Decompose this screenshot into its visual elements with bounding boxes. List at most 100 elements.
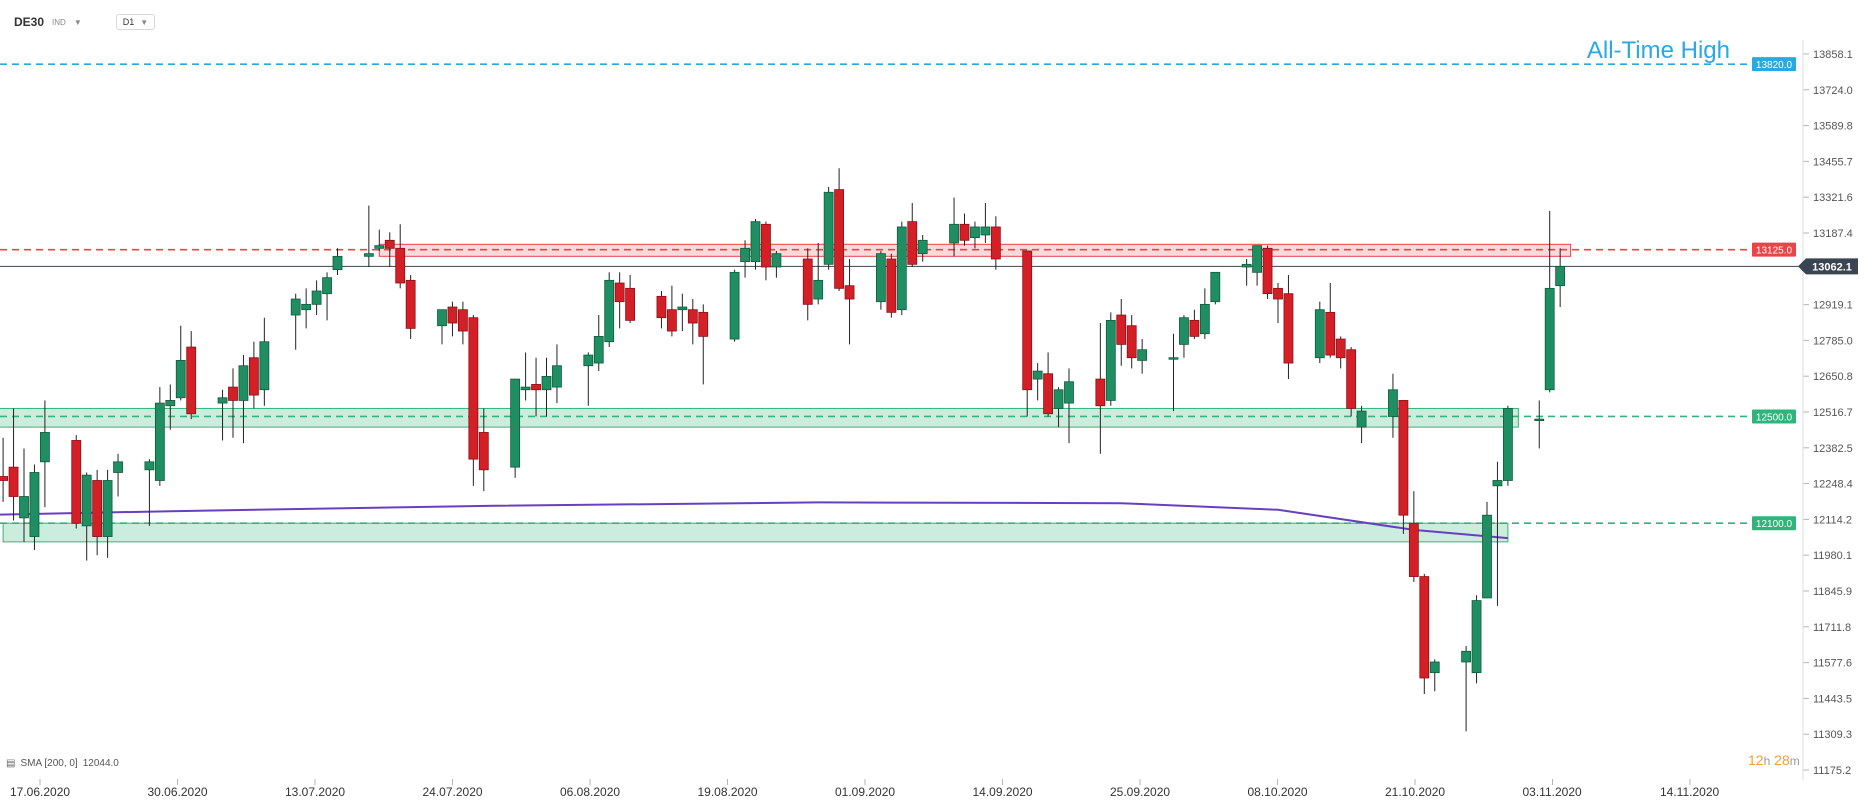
candle (1534, 400, 1545, 449)
candle-body (1241, 263, 1252, 268)
candle (520, 352, 531, 401)
timeframe-selector[interactable]: D1 ▼ (115, 14, 156, 30)
candle-body (1555, 266, 1566, 287)
candle-body (980, 226, 991, 236)
candle (468, 315, 479, 486)
candle (1126, 315, 1137, 369)
time-tick-label: 13.07.2020 (285, 785, 345, 799)
price-tick-label: 11980.1 (1813, 550, 1852, 562)
candle (1137, 339, 1148, 374)
candle (510, 378, 521, 478)
candle (687, 299, 698, 345)
candle (8, 408, 19, 521)
candle (1283, 274, 1294, 380)
candle-body (1022, 250, 1033, 391)
candle (165, 384, 176, 430)
candle-body (876, 253, 886, 303)
timeframe-label: D1 (122, 17, 135, 27)
candle (1179, 315, 1189, 358)
price-tick-label: 12114.2 (1813, 514, 1852, 526)
candle-body (322, 277, 332, 295)
candle-body (40, 432, 50, 463)
candle-body (802, 258, 813, 305)
price-tick-label: 13455.7 (1813, 156, 1853, 168)
price-tick-label: 12785.0 (1813, 335, 1853, 347)
price-tick-label: 13724.0 (1813, 85, 1853, 97)
candle-body (844, 285, 855, 300)
price-tick-label: 12382.5 (1813, 443, 1853, 455)
candle-body (520, 386, 531, 391)
candle-body (1461, 650, 1471, 663)
candle (1064, 368, 1074, 444)
candle (1398, 400, 1409, 534)
countdown-minutes: 28 (1774, 752, 1790, 768)
candle-body (1252, 245, 1262, 273)
price-tick-label: 13321.6 (1813, 192, 1853, 204)
candle (447, 301, 458, 337)
candle (1346, 347, 1357, 417)
price-tick-label: 13589.8 (1813, 121, 1853, 133)
candle (907, 202, 918, 267)
candle (740, 240, 750, 278)
candle-body (165, 400, 176, 407)
price-tick-label: 11845.9 (1813, 586, 1852, 598)
candle-body (604, 279, 615, 343)
candle (259, 317, 270, 406)
candle (1022, 250, 1033, 417)
candle-body (363, 253, 374, 257)
candle-body (1189, 319, 1200, 337)
price-tick-label: 13858.1 (1813, 49, 1853, 61)
candle-body (248, 357, 259, 396)
time-tick-label: 14.11.2020 (1660, 785, 1719, 799)
candle-body (1429, 661, 1440, 674)
candle-body (1419, 576, 1430, 679)
candle (761, 221, 771, 281)
candle (1544, 210, 1555, 393)
last-price-badge (1798, 258, 1858, 275)
candle-body (175, 359, 186, 399)
candle-body (1335, 338, 1346, 359)
candle (614, 272, 625, 329)
symbol-label[interactable]: DE30 (14, 15, 45, 29)
support-zone-12500 (0, 407, 1519, 428)
candle (1241, 258, 1252, 286)
candle-body (1210, 271, 1221, 303)
candle (384, 232, 395, 267)
candle (437, 309, 447, 345)
candle-body (1503, 408, 1513, 481)
candle (374, 229, 385, 251)
symbol-type-label: IND (52, 17, 66, 27)
candle-body (1262, 247, 1273, 295)
candle-body (823, 191, 834, 265)
candle-body (1095, 378, 1106, 407)
candle (886, 253, 897, 318)
candle-body (217, 397, 228, 404)
candle (1408, 491, 1419, 582)
time-tick-label: 08.10.2020 (1248, 785, 1308, 799)
candle-body (29, 472, 40, 537)
candle-body (92, 480, 103, 537)
candle-body (1053, 389, 1064, 409)
candle (1356, 405, 1367, 444)
candle-body (405, 279, 416, 329)
candle-body (1179, 317, 1189, 345)
candle (771, 250, 782, 278)
candle (228, 368, 238, 438)
candle (92, 469, 103, 556)
symbol-dropdown-icon[interactable]: ▼ (73, 17, 82, 27)
support-12500-badge-label: 12500.0 (1756, 412, 1793, 423)
candle-body (1408, 522, 1419, 577)
all-time-high-badge-label: 13820.0 (1756, 60, 1793, 71)
price-tick-label: 11711.8 (1813, 622, 1851, 634)
candles-layer (0, 168, 1566, 732)
candle (238, 355, 249, 444)
candle-body (1471, 600, 1482, 674)
candle-body (437, 309, 447, 327)
indicator-legend[interactable]: ▤ SMA [200, 0] 12044.0 (6, 758, 119, 769)
time-tick-label: 24.07.2020 (423, 785, 483, 799)
candle-body (1043, 373, 1053, 415)
candle (395, 224, 406, 289)
candle-body (71, 440, 82, 524)
countdown-minutes-unit: m (1789, 754, 1800, 768)
